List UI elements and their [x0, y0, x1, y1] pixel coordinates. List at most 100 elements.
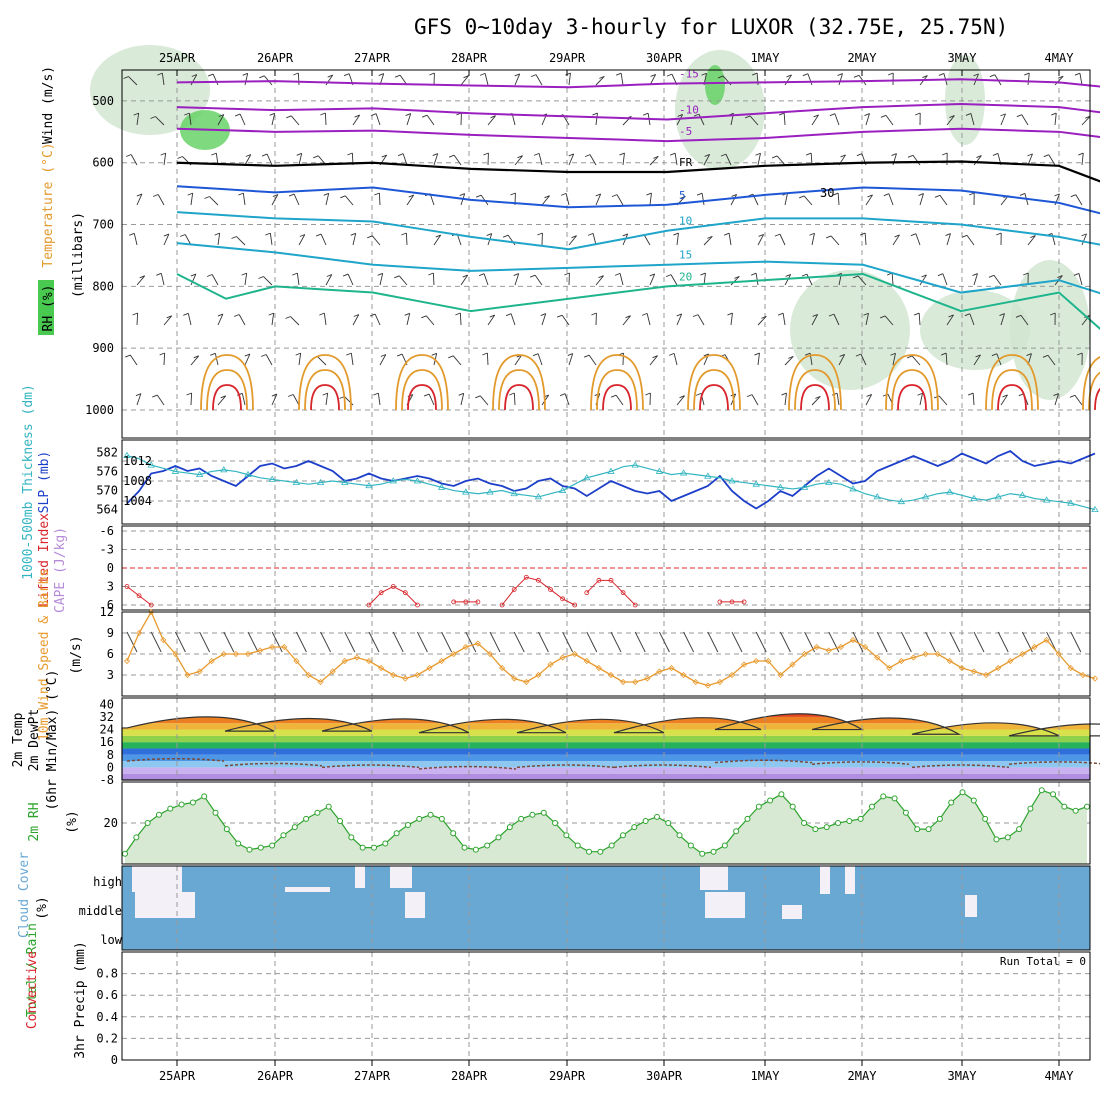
- lifted-index-marker: [560, 596, 565, 602]
- wind-barb: [217, 313, 224, 326]
- wind-barb: [1081, 115, 1091, 126]
- wind-barb: [865, 394, 873, 406]
- warm-isotherm: [891, 369, 933, 411]
- isotherm-label: 15: [679, 249, 692, 262]
- wind-barb: [261, 153, 268, 157]
- temp-band: [122, 713, 1090, 717]
- wind-barb: [379, 354, 387, 366]
- wind-barb: [856, 153, 863, 157]
- wind-speed-marker: [1091, 675, 1099, 682]
- wind-barb: [803, 195, 813, 206]
- wind-barb: [641, 312, 648, 316]
- wind-speed-marker: [583, 657, 590, 665]
- wind-speed-marker: [837, 643, 844, 651]
- wind-barb: [241, 272, 247, 276]
- wind-barb: [919, 393, 923, 406]
- lifted-index-marker: [632, 602, 638, 608]
- wind-barb: [1021, 114, 1029, 126]
- wind-barb: [373, 392, 379, 396]
- wind-barb: [584, 154, 591, 158]
- thickness-marker: [1067, 499, 1075, 506]
- lifted-index-marker: [366, 602, 372, 608]
- li-tick: -6: [100, 524, 114, 538]
- thickness-marker: [583, 474, 591, 481]
- lifted-index-line: [501, 576, 575, 606]
- cloud-cover-block: [355, 866, 365, 888]
- wind-barb: [703, 236, 713, 246]
- wind-barb: [405, 232, 408, 246]
- wind-barb: [514, 354, 523, 366]
- wind-barb: [1054, 393, 1059, 406]
- day-label-top: 30APR: [646, 51, 683, 65]
- wind-barb: [136, 312, 139, 326]
- wind-barb: [265, 354, 273, 366]
- wind-barb: [269, 233, 273, 246]
- rh-marker: [450, 830, 457, 837]
- wind-barb: [946, 233, 951, 246]
- wind-barb: [293, 193, 300, 206]
- thickness-marker: [1042, 496, 1051, 503]
- cloud-cover-block: [285, 887, 330, 892]
- rh-shading: [90, 45, 210, 135]
- thickness-marker: [147, 461, 155, 468]
- warm-isotherm: [794, 369, 836, 411]
- rh-marker: [133, 834, 140, 841]
- wind-barb: [911, 355, 921, 366]
- wind-barb: [750, 272, 757, 276]
- wind-barb: [150, 116, 156, 119]
- wind-barb: [975, 354, 981, 358]
- wind-barb-10m: [876, 631, 888, 653]
- thickness-marker: [679, 469, 688, 476]
- wind-barb: [965, 112, 972, 116]
- panel-frame: [121, 439, 1091, 525]
- rh-marker: [552, 820, 559, 826]
- wind-barb: [1054, 193, 1060, 197]
- rh-marker: [416, 815, 423, 822]
- wind-barb-10m: [368, 631, 380, 653]
- series-line: [126, 449, 1096, 510]
- wind-barb-10m: [852, 631, 864, 653]
- wind-barb: [190, 193, 194, 206]
- warm-isotherm: [985, 354, 1039, 411]
- wind-barb: [298, 153, 303, 166]
- rh-legend-swatch: [38, 280, 54, 335]
- temp-tick: 16: [100, 735, 114, 749]
- wind-barb: [478, 273, 485, 277]
- wind-barb: [945, 352, 948, 366]
- day-label-bottom: 30APR: [646, 1069, 683, 1083]
- lifted-index-marker: [741, 599, 747, 605]
- dewpoint-line: [811, 761, 910, 765]
- wind-barb-10m: [344, 631, 356, 653]
- wind-barb: [126, 154, 132, 157]
- wind-barb: [560, 192, 567, 196]
- wind-barb: [989, 74, 995, 78]
- wind-barb: [946, 115, 955, 126]
- thickness-marker: [462, 488, 470, 495]
- wind-barb: [159, 352, 165, 356]
- wind-barb: [616, 194, 624, 206]
- wind-barb: [1051, 112, 1057, 116]
- axis-label-temperature: Temperature (°C): [41, 142, 56, 267]
- wind-speed-marker: [184, 671, 191, 679]
- wind-barb: [1074, 395, 1083, 406]
- lifted-index-marker: [414, 602, 420, 608]
- wind-barb-10m: [634, 631, 646, 653]
- li-tick: 0: [107, 561, 114, 575]
- wind-barb: [261, 354, 267, 357]
- wind-barb: [807, 73, 813, 86]
- wind-barb: [463, 75, 469, 79]
- day-label-bottom: 2MAY: [848, 1069, 878, 1083]
- warm-isotherm: [212, 384, 242, 411]
- wind-speed-marker: [1007, 657, 1014, 665]
- wind-barb: [888, 72, 894, 76]
- precip-tick: 0.4: [96, 1010, 118, 1024]
- wind-speed-marker: [607, 671, 615, 679]
- wind-barb: [1026, 353, 1032, 356]
- wind-barb: [323, 192, 329, 196]
- rh-marker: [801, 820, 808, 826]
- temp-band: [122, 754, 1090, 762]
- wind-barb: [218, 114, 224, 117]
- wind-barb: [674, 153, 678, 166]
- wind-barb: [811, 233, 815, 246]
- thickness-marker: [897, 497, 906, 505]
